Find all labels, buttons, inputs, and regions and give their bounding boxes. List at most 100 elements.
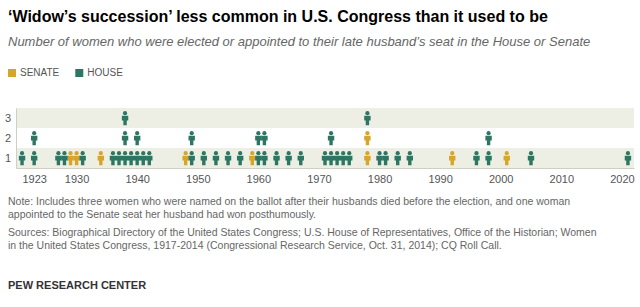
icon <box>55 151 61 165</box>
icon-body <box>122 156 128 165</box>
icon <box>134 131 140 145</box>
icon <box>261 151 267 165</box>
legend-swatch <box>8 69 16 77</box>
icon-head <box>323 151 327 155</box>
icon-body <box>328 156 334 165</box>
icon-body <box>298 156 304 165</box>
icon-head <box>202 151 206 155</box>
x-tick-label: 1990 <box>428 173 452 185</box>
y-axis: 123 <box>5 109 17 169</box>
icon-head <box>262 151 266 155</box>
note-line: Note: Includes three women who were name… <box>8 195 570 207</box>
icon-body <box>31 136 37 145</box>
y-axis-line <box>16 109 17 169</box>
icon <box>189 151 195 165</box>
icon-head <box>529 151 533 155</box>
icon-head <box>262 131 266 135</box>
subtitle: Number of women who were elected or appo… <box>8 34 590 49</box>
icon-head <box>365 111 369 115</box>
icon-head <box>123 151 127 155</box>
icon-body <box>473 156 479 165</box>
icon <box>255 151 261 165</box>
icon-body <box>364 156 370 165</box>
icon-body <box>134 136 140 145</box>
icon-head <box>20 151 24 155</box>
icon <box>67 151 73 165</box>
x-tick-label: 1970 <box>307 173 331 185</box>
icon-body <box>261 136 267 145</box>
credit: PEW RESEARCH CENTER <box>8 279 146 291</box>
icon <box>140 151 146 165</box>
icon-body <box>485 156 491 165</box>
y-tick-label: 3 <box>5 112 11 124</box>
icon <box>328 131 334 145</box>
y-tick: 3 <box>5 112 16 124</box>
icon-body <box>98 156 104 165</box>
icon-body <box>340 156 346 165</box>
icon-body <box>31 156 37 165</box>
x-tick: 1960 <box>247 168 271 185</box>
icon-body <box>255 156 261 165</box>
icon-body <box>382 156 388 165</box>
icon-head <box>383 151 387 155</box>
x-tick-label: 2010 <box>550 173 574 185</box>
icon <box>364 111 370 125</box>
icon-body <box>407 156 413 165</box>
icon <box>625 151 631 165</box>
icon <box>382 151 388 165</box>
icon-head <box>81 151 85 155</box>
icon <box>19 151 25 165</box>
icon-body <box>528 156 534 165</box>
icon-head <box>226 151 230 155</box>
icon-head <box>250 151 254 155</box>
row-band <box>16 108 634 128</box>
x-tick-label: 1930 <box>65 173 89 185</box>
icon <box>182 151 188 165</box>
icon-head <box>147 151 151 155</box>
icon <box>322 151 328 165</box>
icon-head <box>32 151 36 155</box>
icon-body <box>134 156 140 165</box>
icon-head <box>256 151 260 155</box>
icon-head <box>111 151 115 155</box>
icon-head <box>141 151 145 155</box>
icon-head <box>274 151 278 155</box>
icon-head <box>505 151 509 155</box>
icon-body <box>189 136 195 145</box>
icon-head <box>184 151 188 155</box>
icon-head <box>214 151 218 155</box>
x-tick-label: 2000 <box>489 173 513 185</box>
x-tick: 1980 <box>368 168 392 185</box>
icon <box>407 151 413 165</box>
icon-body <box>261 156 267 165</box>
icon-body <box>110 156 116 165</box>
icon-head <box>365 131 369 135</box>
icon-head <box>68 151 72 155</box>
icon-head <box>56 151 60 155</box>
icon <box>473 151 479 165</box>
chart: ‘Widow’s succession’ less common in U.S.… <box>0 0 640 307</box>
icon <box>98 151 104 165</box>
x-tick-label: 1923 <box>22 173 46 185</box>
icon-head <box>486 151 490 155</box>
x-tick-label: 1960 <box>247 173 271 185</box>
icon-body <box>122 116 128 125</box>
icon-head <box>341 151 345 155</box>
icon-head <box>123 111 127 115</box>
icon-body <box>625 156 631 165</box>
icon-body <box>146 156 152 165</box>
legend-label: HOUSE <box>87 67 123 78</box>
icon <box>110 151 116 165</box>
icon-body <box>485 136 491 145</box>
x-tick: 1940 <box>125 168 149 185</box>
x-tick: 2000 <box>489 168 513 185</box>
icon-body <box>322 156 328 165</box>
icon-head <box>335 151 339 155</box>
icon-head <box>99 151 103 155</box>
icon-body <box>237 156 243 165</box>
icon <box>285 151 291 165</box>
icon-head <box>347 151 351 155</box>
icon-head <box>329 151 333 155</box>
x-tick: 1990 <box>428 168 452 185</box>
icon-body <box>376 156 382 165</box>
